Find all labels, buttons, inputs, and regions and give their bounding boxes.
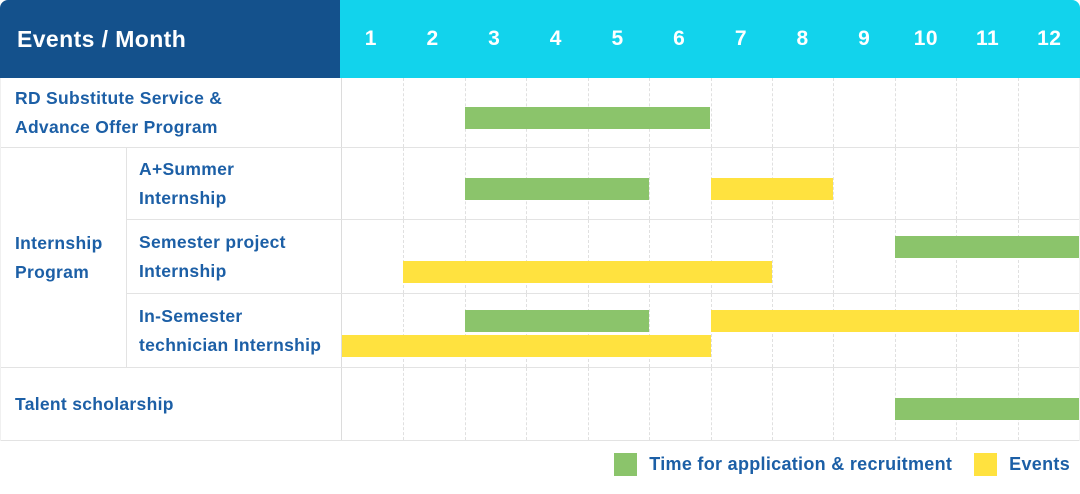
month-gridline: [403, 220, 405, 293]
row-label-line: Internship: [139, 187, 227, 208]
table-header: Events / Month 1 2 3 4 5 6 7 8 9 10 11 12: [0, 0, 1080, 78]
page-title: Events / Month: [17, 25, 187, 52]
month-label-12: 12: [1037, 27, 1062, 50]
month-label-11: 11: [976, 27, 1000, 50]
month-gridline: [403, 78, 405, 147]
row-label-talent-scholarship: Talent scholarship: [1, 368, 341, 440]
timeline-a-plus-summer: [341, 148, 1079, 219]
month-gridline: [771, 220, 773, 293]
month-gridline: [833, 368, 835, 440]
month-gridline: [956, 148, 958, 219]
gantt-bar-event: [710, 310, 1079, 332]
month-gridline: [526, 220, 528, 293]
month-gridline: [710, 78, 712, 147]
month-label-10: 10: [913, 27, 938, 50]
gantt-bar-application: [464, 106, 711, 129]
month-gridline: [403, 148, 405, 219]
group-label-line: Program: [15, 261, 90, 282]
month-label-3: 3: [488, 27, 501, 50]
month-gridline: [403, 294, 405, 367]
timeline-rd-substitute: [341, 78, 1079, 147]
gantt-bar-application: [464, 310, 650, 332]
month-gridline: [464, 368, 466, 440]
row-label-line: Internship: [139, 260, 227, 281]
timeline-in-semester-technician: [341, 294, 1079, 367]
month-gridline: [649, 294, 651, 367]
group-label-line: Internship: [15, 232, 103, 253]
row-label-line: Advance Offer Program: [15, 116, 218, 137]
gantt-bar-application: [894, 236, 1079, 258]
month-gridline: [649, 368, 651, 440]
month-label-9: 9: [858, 27, 871, 50]
month-gridline: [771, 78, 773, 147]
row-label-in-semester-technician: In-Semester technician Internship: [127, 294, 341, 367]
table-body: RD Substitute Service & Advance Offer Pr…: [0, 78, 1080, 441]
row-label-line: technician Internship: [139, 334, 322, 355]
month-gridline: [649, 148, 651, 219]
month-gridline: [710, 368, 712, 440]
month-gridline: [894, 148, 896, 219]
row-label-line: A+Summer: [139, 158, 235, 179]
legend-label: Time for application & recruitment: [649, 454, 953, 474]
month-label-8: 8: [796, 27, 809, 50]
month-header: 1 2 3 4 5 6 7 8 9 10 11 12: [340, 0, 1080, 78]
month-label-6: 6: [673, 27, 686, 50]
month-gridline: [833, 148, 835, 219]
internship-subrows: A+Summer Internship Semester project Int…: [126, 148, 1079, 367]
month-gridline: [403, 368, 405, 440]
month-gridline: [710, 220, 712, 293]
legend-label: Events: [1009, 454, 1070, 474]
month-gridline: [894, 78, 896, 147]
month-gridline: [649, 220, 651, 293]
gantt-bar-event: [342, 335, 711, 357]
month-label-1: 1: [364, 27, 377, 50]
row-label-line: Talent scholarship: [15, 393, 174, 414]
month-label-2: 2: [426, 27, 439, 50]
table-row: Talent scholarship: [1, 368, 1079, 441]
legend: Time for application & recruitment Events: [614, 453, 1070, 476]
table-row: A+Summer Internship: [127, 148, 1079, 220]
month-gridline: [526, 368, 528, 440]
row-label-rd-substitute: RD Substitute Service & Advance Offer Pr…: [1, 78, 341, 147]
legend-swatch-application: [614, 453, 638, 476]
gantt-bar-application: [894, 398, 1079, 420]
row-label-a-plus-summer: A+Summer Internship: [127, 148, 341, 219]
row-label-semester-project: Semester project Internship: [127, 220, 341, 293]
month-gridline: [587, 220, 589, 293]
month-gridline: [956, 78, 958, 147]
timeline-talent-scholarship: [341, 368, 1079, 440]
events-month-header-cell: Events / Month: [0, 0, 340, 78]
gantt-bar-event: [403, 261, 772, 283]
month-label-5: 5: [611, 27, 624, 50]
month-gridline: [1017, 78, 1019, 147]
table-row: In-Semester technician Internship: [127, 294, 1079, 367]
gantt-bar-event: [710, 177, 834, 200]
table-row: Semester project Internship: [127, 220, 1079, 294]
row-label-line: Semester project: [139, 231, 286, 252]
row-label-line: In-Semester: [139, 305, 243, 326]
timeline-semester-project: [341, 220, 1079, 293]
month-gridline: [587, 368, 589, 440]
group-label-internship-program: Internship Program: [1, 148, 126, 367]
row-label-line: RD Substitute Service &: [15, 87, 223, 108]
legend-swatch-event: [974, 453, 998, 476]
month-gridline: [771, 368, 773, 440]
gantt-bar-application: [464, 177, 650, 200]
legend-item-application: Time for application & recruitment: [614, 453, 952, 476]
month-label-4: 4: [549, 27, 562, 50]
month-gridline: [464, 220, 466, 293]
month-gridline: [1017, 148, 1019, 219]
month-label-7: 7: [734, 27, 747, 50]
internship-program-group: Internship Program A+Summer Internship S…: [1, 148, 1079, 368]
legend-item-event: Events: [974, 453, 1070, 476]
table-row: RD Substitute Service & Advance Offer Pr…: [1, 78, 1079, 148]
month-gridline: [833, 78, 835, 147]
month-gridline: [833, 220, 835, 293]
